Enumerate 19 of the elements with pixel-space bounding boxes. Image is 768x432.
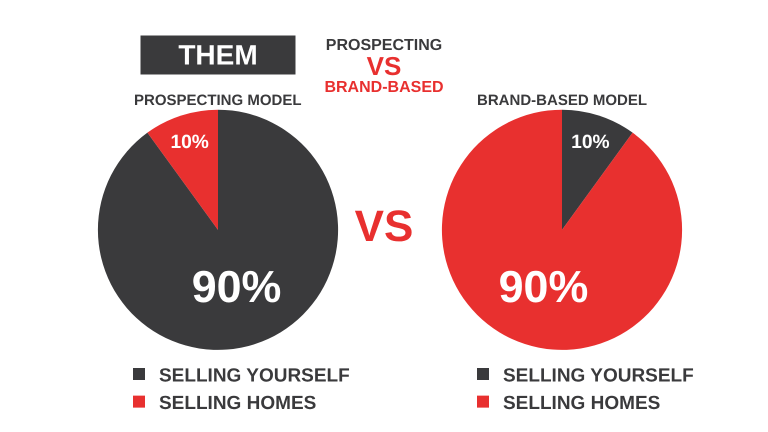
- text: VS: [354, 202, 414, 251]
- data-label: 90%: [498, 262, 588, 312]
- legend-label: SELLING YOURSELF: [503, 365, 694, 386]
- pie-slice: [442, 110, 682, 350]
- legend-label: SELLING YOURSELF: [159, 365, 350, 386]
- data-label: 10%: [170, 132, 209, 154]
- legend-label: SELLING HOMES: [159, 393, 316, 414]
- text: VS: [366, 51, 402, 81]
- chart-title: THEM: [178, 40, 258, 70]
- pie-slice: [98, 110, 338, 350]
- legend-label: SELLING HOMES: [503, 393, 660, 414]
- chart-subtitle: BRAND-BASED MODEL: [477, 92, 647, 109]
- chart-subtitle: PROSPECTING MODEL: [134, 92, 302, 109]
- text: PROSPECTING: [324, 37, 444, 54]
- data-label: 10%: [571, 132, 610, 154]
- pie-slice: [147, 110, 218, 230]
- pie-slice: [562, 110, 633, 230]
- text: BRAND-BASED: [323, 79, 445, 96]
- data-label: 90%: [192, 262, 282, 312]
